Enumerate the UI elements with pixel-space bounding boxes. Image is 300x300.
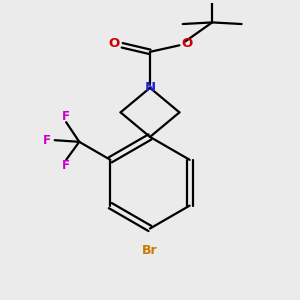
Text: O: O (108, 37, 120, 50)
Text: F: F (62, 110, 70, 123)
Text: O: O (181, 37, 192, 50)
Text: Br: Br (142, 244, 158, 257)
Text: N: N (144, 81, 156, 94)
Text: F: F (62, 159, 70, 172)
Text: F: F (43, 134, 50, 147)
